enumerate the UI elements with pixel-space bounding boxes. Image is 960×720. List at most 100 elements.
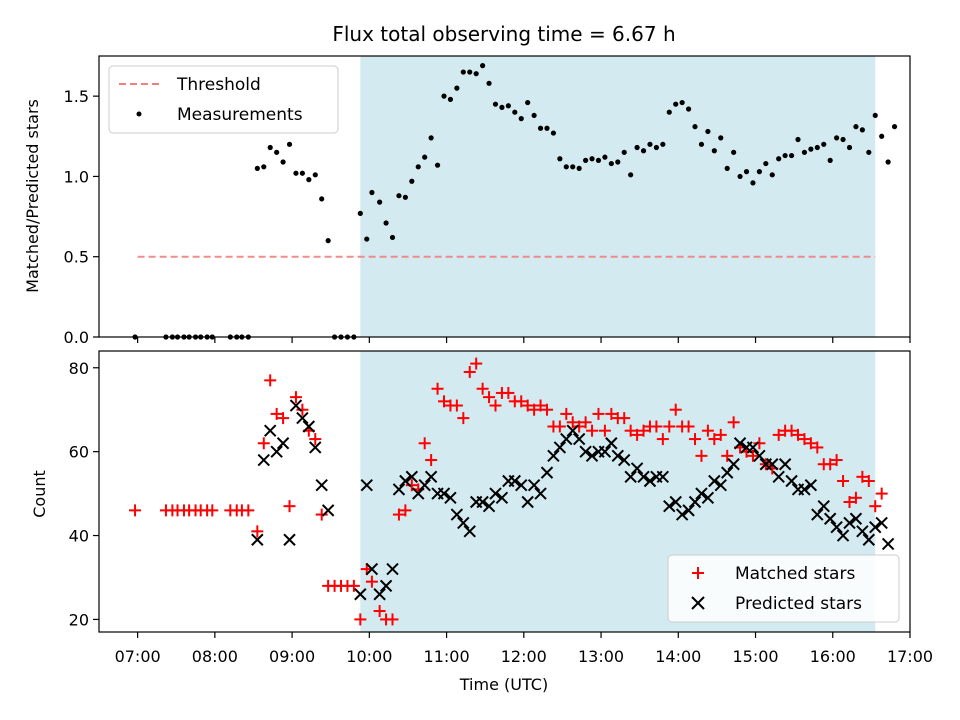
data-point (746, 441, 760, 454)
data-point (630, 462, 644, 475)
data-point (379, 579, 393, 593)
data-point (798, 433, 811, 446)
data-point (727, 458, 740, 471)
data-point (656, 470, 670, 484)
y-axis-ticks: 0.0 0.5 1.0 1.5 (64, 87, 99, 347)
x-tick-label: 17:00 (887, 647, 933, 666)
data-point (415, 164, 421, 170)
x-tick-label: 10:00 (346, 647, 392, 666)
data-point (386, 613, 399, 626)
data-point (373, 588, 386, 601)
data-point (354, 588, 367, 601)
data-point (264, 424, 277, 437)
x-tick-label: 15:00 (732, 647, 778, 666)
legend-predicted-swatch (691, 596, 705, 610)
data-point (753, 437, 766, 450)
data-point (846, 144, 853, 151)
data-point (834, 135, 840, 141)
data-point (778, 458, 792, 471)
data-point (624, 424, 637, 437)
data-point (377, 199, 383, 205)
x-tick-label: 11:00 (424, 647, 470, 666)
legend: Threshold Measurements (108, 65, 339, 134)
data-point (425, 454, 438, 467)
data-point (299, 170, 305, 176)
data-point (386, 562, 399, 576)
data-point (804, 437, 817, 450)
data-point (782, 152, 788, 159)
data-point (631, 428, 644, 441)
data-point (675, 508, 689, 521)
data-point (615, 159, 621, 165)
data-point (319, 196, 325, 202)
y-tick-label: 0.0 (64, 328, 89, 347)
data-point (534, 399, 547, 412)
data-point (505, 103, 511, 109)
data-point (534, 487, 547, 500)
data-point (257, 453, 270, 467)
data-point (482, 499, 496, 513)
data-point (312, 172, 318, 178)
data-point (772, 470, 785, 484)
data-point (399, 504, 412, 517)
data-point (476, 382, 489, 395)
data-point (727, 416, 740, 429)
data-point (821, 141, 827, 147)
x-tick-label: 16:00 (810, 647, 856, 666)
data-point (653, 144, 660, 151)
data-point (766, 458, 779, 471)
legend-matched-swatch (692, 567, 704, 579)
data-point (869, 500, 882, 513)
data-point (515, 395, 528, 408)
data-point (392, 483, 406, 496)
data-point (283, 533, 296, 546)
data-point (486, 80, 492, 86)
data-point (731, 149, 737, 155)
data-point (499, 104, 505, 110)
data-point (804, 479, 818, 492)
y-axis-label: Count (30, 470, 49, 518)
observing-window-shade (360, 56, 876, 337)
data-point (206, 504, 219, 517)
data-point (450, 508, 464, 521)
data-point (688, 495, 702, 509)
data-point (473, 71, 479, 77)
x-axis-ticks (137, 337, 911, 343)
data-point (553, 420, 566, 433)
data-point (859, 127, 865, 133)
data-point (489, 399, 502, 412)
chart-title: Flux total observing time = 6.67 h (332, 22, 675, 46)
data-point (849, 512, 863, 525)
data-point (437, 487, 451, 500)
data-point (811, 508, 824, 521)
data-point (502, 386, 515, 399)
x-tick-label: 07:00 (115, 647, 161, 666)
data-point (621, 149, 627, 155)
data-point (483, 391, 496, 404)
data-point (467, 69, 473, 75)
data-point (733, 437, 747, 450)
data-point (399, 474, 412, 488)
data-point (360, 479, 373, 492)
x-axis-label: Time (UTC) (459, 675, 548, 694)
data-point (570, 164, 576, 170)
data-point (721, 449, 734, 462)
data-point (444, 491, 457, 504)
data-point (814, 144, 820, 151)
data-point (875, 516, 888, 530)
data-point (492, 101, 499, 107)
data-point (242, 504, 255, 517)
y-tick-label: 1.0 (64, 167, 89, 186)
data-point (650, 420, 663, 433)
data-point (611, 449, 624, 463)
data-point (837, 475, 850, 488)
data-point (274, 149, 280, 155)
data-point (885, 159, 891, 165)
data-point (566, 416, 579, 429)
data-point (817, 499, 830, 513)
data-point (598, 424, 611, 437)
data-point (866, 149, 872, 155)
data-point (325, 238, 331, 244)
y-tick-label: 1.5 (64, 87, 89, 106)
